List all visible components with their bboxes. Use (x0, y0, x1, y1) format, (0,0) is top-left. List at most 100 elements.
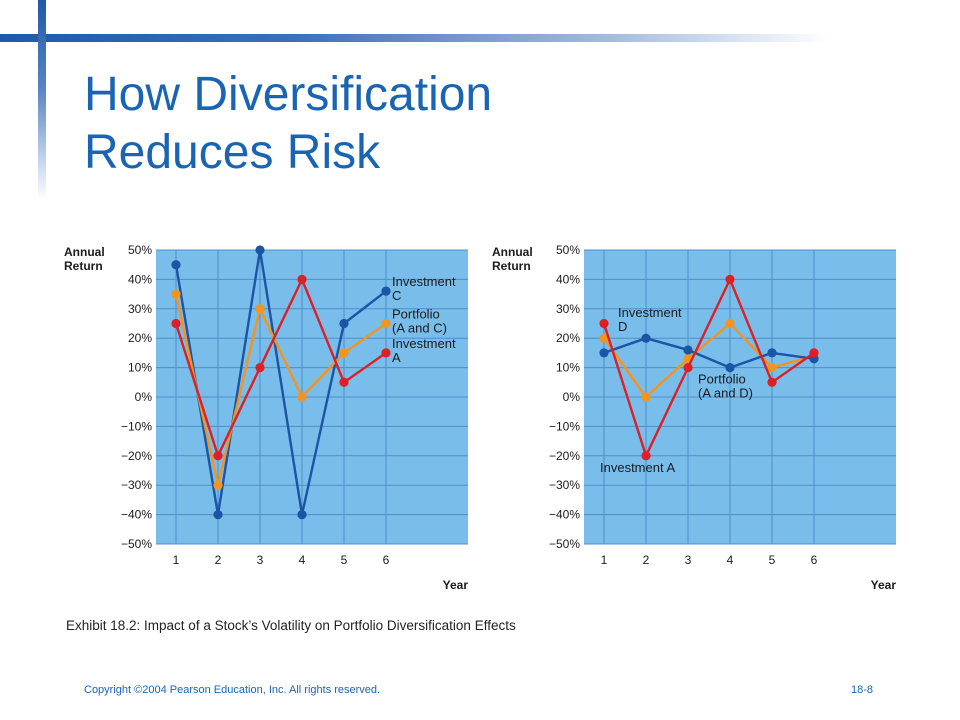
series-label-investment-d-line-1: Investment (618, 305, 682, 320)
data-point-portfolio-a-and-d (641, 392, 651, 402)
y-tick-label: 20% (128, 331, 152, 345)
footer-page-number: 18-8 (851, 684, 874, 696)
y-tick-label: −20% (121, 449, 152, 463)
x-tick-label: 5 (341, 553, 348, 567)
y-tick-label: 10% (556, 361, 580, 375)
series-label-portfolio-a-and-d: Portfolio (A and D) (698, 372, 753, 401)
x-tick-label: 6 (811, 553, 818, 567)
exhibit-caption: Exhibit 18.2: Impact of a Stock’s Volati… (66, 618, 516, 633)
y-tick-label: −50% (121, 537, 152, 551)
chart-investments-a-and-d: 50% 40% 30% 20% 10% 0% −10% −20% −30% −40% −50% 1 2 3… (492, 243, 897, 592)
y-tick-label: −10% (121, 419, 152, 433)
data-point-portfolio-a-and-d (767, 363, 777, 373)
data-point-investment-a (767, 377, 777, 387)
data-point-investment-a (297, 274, 307, 284)
x-tick-label: 3 (685, 553, 692, 567)
data-point-portfolio-a-and-c (255, 304, 265, 314)
data-point-portfolio-a-and-c (171, 289, 181, 299)
data-point-investment-a (725, 274, 735, 284)
y-tick-label: 0% (135, 390, 153, 404)
series-label-portfolio-a-and-c-line-1: Portfolio (392, 307, 440, 322)
y-tick-label: 30% (128, 302, 152, 316)
y-tick-label: 50% (556, 243, 580, 257)
y-tick-label: 40% (128, 272, 152, 286)
x-tick-label: 2 (215, 553, 222, 567)
data-point-investment-c (171, 260, 181, 270)
x-tick-label: 3 (257, 553, 264, 567)
y-tick-label: 50% (128, 243, 152, 257)
data-point-portfolio-a-and-c (213, 480, 223, 490)
slide-title-line-1: How Diversification (84, 68, 493, 121)
y-tick-label: −50% (549, 537, 580, 551)
x-tick-label: 5 (769, 553, 776, 567)
data-point-investment-c (255, 245, 265, 255)
y-tick-label: −20% (549, 449, 580, 463)
y-tick-label: 30% (556, 302, 580, 316)
y-axis-label-line-2: Return (64, 259, 103, 273)
x-tick-label: 2 (643, 553, 650, 567)
y-axis-label-line-1: Annual (492, 245, 533, 259)
series-label-investment-a-line-2: A (392, 350, 401, 365)
x-tick-label: 4 (299, 553, 306, 567)
series-line-portfolio-a-and-c (174, 293, 387, 487)
y-tick-label: 40% (556, 272, 580, 286)
series-label-investment-d-line-2: D (618, 319, 627, 334)
data-point-investment-a (339, 377, 349, 387)
decorative-vertical-bar (38, 0, 46, 200)
series-label-portfolio-a-and-c: Portfolio (A and C) (392, 307, 447, 336)
data-point-portfolio-a-and-c (339, 348, 349, 358)
y-tick-label: −40% (549, 508, 580, 522)
x-tick-label: 4 (727, 553, 734, 567)
data-point-investment-d (725, 363, 735, 373)
y-tick-label: 0% (563, 390, 581, 404)
series-line-portfolio-a-and-d (603, 322, 815, 399)
x-tick-label: 1 (601, 553, 608, 567)
data-point-investment-a (255, 363, 265, 373)
data-point-investment-a (683, 363, 693, 373)
series-label-portfolio-a-and-d-line-2: (A and D) (698, 386, 753, 401)
y-tick-label: −10% (549, 419, 580, 433)
data-point-investment-c (339, 318, 349, 329)
data-point-investment-d (767, 348, 777, 358)
data-point-investment-a (599, 318, 609, 329)
data-point-investment-d (641, 333, 651, 343)
series-label-investment-c-line-2: C (392, 288, 401, 303)
data-point-investment-c (213, 510, 223, 520)
data-point-portfolio-a-and-c (381, 318, 391, 329)
data-point-portfolio-a-and-c (297, 392, 307, 402)
y-axis-label-line-2: Return (492, 259, 531, 273)
footer-copyright: Copyright ©2004 Pearson Education, Inc. … (84, 684, 381, 696)
chart-investments-a-and-c: 50% 40% 30% 20% 10% 0% −10% −20% −30% −40% −50% 1 2 3… (64, 243, 469, 592)
data-point-investment-d (599, 348, 609, 358)
data-point-investment-c (297, 510, 307, 520)
series-label-portfolio-a-and-d-line-1: Portfolio (698, 372, 746, 387)
data-point-investment-c (381, 286, 391, 296)
series-label-investment-c-line-1: Investment (392, 274, 456, 289)
x-axis-label: Year (871, 578, 897, 592)
data-point-investment-a (809, 348, 819, 358)
decorative-horizontal-bar (0, 34, 830, 42)
x-tick-label: 1 (173, 553, 180, 567)
data-point-investment-a (381, 348, 391, 358)
y-tick-label: −30% (121, 478, 152, 492)
series-label-portfolio-a-and-c-line-2: (A and C) (392, 321, 447, 336)
y-axis-label: Annual Return (64, 245, 105, 273)
slide-title: How Diversification Reduces Risk (84, 66, 492, 182)
y-tick-label: 10% (128, 361, 152, 375)
series-line-investment-a (602, 278, 815, 458)
data-point-portfolio-a-and-d (599, 333, 609, 343)
series-label-investment-c: Investment C (392, 274, 456, 303)
y-tick-label: 20% (556, 331, 580, 345)
series-label-investment-d: Investment D (618, 305, 682, 334)
series-label-investment-a: Investment A (600, 460, 675, 475)
series-label-investment-a-line-1: Investment (392, 336, 456, 351)
data-point-investment-a (213, 451, 223, 461)
data-point-portfolio-a-and-d (725, 318, 735, 329)
slide-title-line-2: Reduces Risk (84, 126, 381, 179)
y-tick-label: −30% (549, 478, 580, 492)
series-label-investment-a-line-1: Investment A (600, 460, 675, 475)
series-label-investment-a: Investment A (392, 336, 456, 365)
x-axis-label: Year (443, 578, 469, 592)
data-point-investment-a (641, 451, 651, 461)
series-line-investment-d (603, 336, 815, 369)
